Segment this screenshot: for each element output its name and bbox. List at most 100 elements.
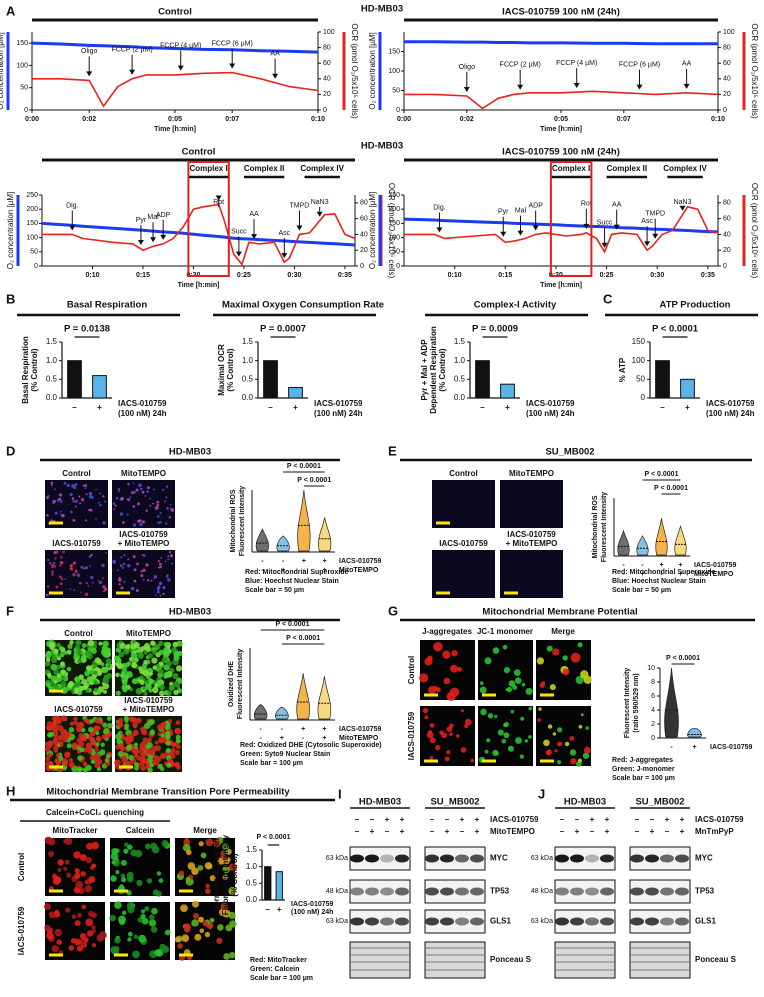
legend-text: Green: Calcein (250, 966, 299, 973)
cell (80, 727, 86, 733)
cell (164, 560, 167, 563)
treatment-label: MitoTEMPO (490, 827, 535, 836)
cell (122, 562, 126, 566)
cell (187, 862, 196, 870)
cell (96, 737, 102, 743)
cell (79, 854, 87, 861)
condition-sign: - (641, 562, 644, 569)
cell (147, 653, 153, 659)
x-tick-label: 0:05 (554, 116, 568, 123)
cell (143, 650, 148, 655)
cell (54, 876, 62, 884)
blot-band (555, 854, 569, 863)
bar (264, 866, 272, 901)
cell (74, 872, 81, 879)
cell (63, 866, 68, 871)
cell (158, 649, 164, 655)
y-tick-label: 1.0 (46, 356, 58, 365)
cell (159, 521, 162, 524)
cell (163, 690, 169, 696)
cell (102, 577, 104, 580)
cell (479, 686, 487, 694)
cell (76, 737, 83, 744)
cell (124, 726, 129, 731)
cell (152, 889, 159, 896)
cell (226, 857, 231, 862)
blot-band (365, 854, 379, 863)
treatment-sign: + (475, 827, 480, 836)
cell (127, 905, 135, 914)
blot-band (660, 887, 674, 896)
cell (484, 657, 492, 665)
cell (128, 754, 134, 761)
cell (143, 660, 148, 665)
cell (136, 879, 143, 887)
blot-band (630, 854, 644, 863)
cell (145, 509, 148, 512)
cell (74, 676, 81, 683)
image-label: MitoTEMPO (126, 629, 171, 638)
treatment-sign: + (400, 827, 405, 836)
cell (197, 865, 204, 871)
cell (123, 848, 129, 854)
x-tick-label: + (685, 403, 690, 412)
cell (515, 737, 522, 744)
bar (500, 383, 515, 399)
annotation-arrowhead (532, 225, 539, 231)
cell (144, 906, 150, 912)
blot-band (380, 854, 394, 863)
cell (433, 686, 439, 691)
y-tick-label: 0.0 (246, 895, 258, 904)
cell (539, 682, 545, 688)
legend-text: Blue: Hoechst Nuclear Stain (245, 578, 339, 585)
cell (229, 952, 236, 959)
micrograph (112, 550, 175, 598)
x-axis-label: (100 nM) 24h (291, 909, 333, 916)
cell (44, 660, 51, 667)
cell (154, 594, 157, 596)
cell (139, 749, 146, 756)
cell (557, 760, 562, 765)
protein-label: TP53 (490, 887, 510, 896)
cell (46, 496, 49, 500)
cell (91, 841, 99, 850)
y-axis-label: Fluorescent Intensity (239, 486, 246, 557)
cell (141, 917, 149, 925)
cell (456, 734, 460, 738)
p-value: P < 0.0001 (276, 621, 310, 628)
cell (429, 756, 434, 760)
row-label: IACS-010759 (17, 906, 26, 955)
x-tick-label: 0:30 (650, 272, 664, 279)
cell (154, 949, 162, 957)
blot-band (585, 887, 599, 896)
annotation-arrowhead (160, 234, 167, 240)
blot-band (600, 917, 614, 926)
blot-band (630, 887, 644, 896)
cell (116, 721, 123, 728)
image-label: IACS-010759 (52, 539, 101, 548)
cell (464, 724, 469, 729)
cell (114, 946, 120, 952)
annotation-arrowhead (177, 65, 184, 71)
annotation-arrowhead (296, 225, 303, 231)
cell (157, 724, 163, 731)
cell (79, 747, 85, 753)
treatment-sign: – (650, 815, 655, 824)
cell (171, 647, 177, 653)
cell (156, 871, 162, 876)
treatment-sign: + (680, 815, 685, 824)
cell (132, 482, 135, 485)
cell (133, 579, 137, 583)
annotation-arrowhead (517, 84, 524, 90)
condition-sign: + (301, 726, 305, 733)
panel-header: HD-MB03 (169, 447, 211, 458)
cell (85, 856, 93, 864)
cell (142, 578, 145, 581)
blot-band (600, 887, 614, 896)
treatment-sign: – (355, 827, 360, 836)
cell (46, 585, 50, 588)
x-tick-label: – (72, 403, 77, 412)
cell (126, 513, 129, 516)
condition-sign: - (670, 744, 673, 751)
annotation-arrowhead (137, 239, 144, 245)
